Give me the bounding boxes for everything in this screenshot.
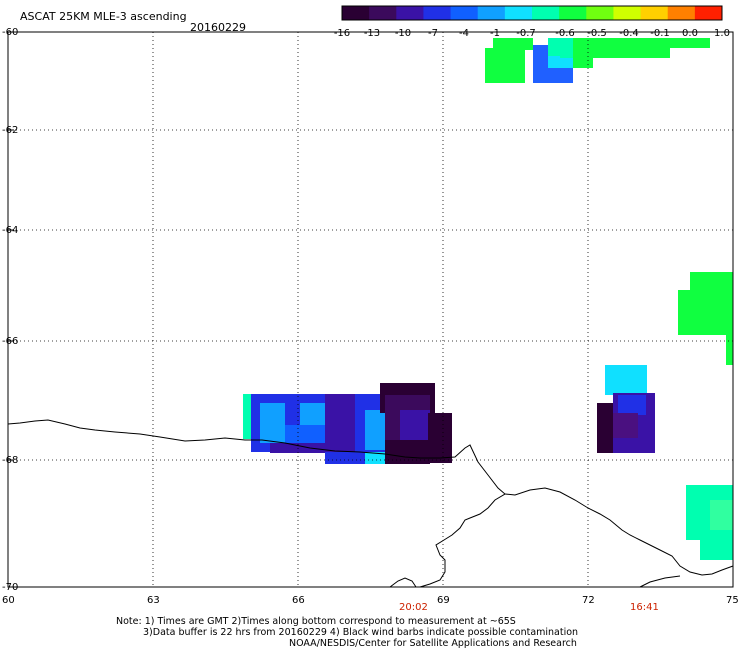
y-tick-label: -66: [2, 336, 18, 347]
colorbar-label: -4: [459, 28, 469, 39]
antarctic-coastline: [7, 419, 506, 588]
cell: [243, 394, 253, 439]
colorbar-segment: [396, 6, 424, 20]
cell: [618, 395, 646, 415]
y-tick-label: -62: [2, 125, 18, 136]
cell: [613, 413, 638, 438]
axis-ticks: [8, 31, 14, 588]
cell: [710, 500, 733, 530]
colorbar-label: -0.7: [516, 28, 536, 39]
colorbar-segment: [477, 6, 506, 20]
note-line-3: NOAA/NESDIS/Center for Satellite Applica…: [289, 638, 577, 649]
map-title: ASCAT 25KM MLE-3 ascending: [20, 10, 187, 23]
colorbar-label: -13: [364, 28, 380, 39]
cell: [493, 38, 533, 50]
pass-time-label: 16:41: [630, 602, 659, 613]
x-tick-label: 72: [582, 595, 595, 606]
colorbar-segment: [450, 6, 479, 20]
cell: [260, 403, 285, 443]
cell: [533, 45, 548, 83]
mle-data-cells: [243, 38, 733, 560]
cell: [548, 38, 563, 56]
cell: [325, 394, 355, 452]
colorbar-segment: [532, 6, 560, 20]
colorbar-segment: [667, 6, 696, 20]
colorbar-segment: [342, 6, 370, 20]
cell: [400, 410, 430, 440]
colorbar: -16 -13 -10 -7 -4 -1 -0.7 -0.6 -0.5 -0.4 -0.1 0.0 1.…: [334, 5, 730, 39]
cell: [660, 38, 710, 48]
cell: [365, 452, 385, 464]
colorbar-segment: [586, 6, 614, 20]
cell: [590, 38, 670, 58]
colorbar-label: -0.6: [555, 28, 575, 39]
colorbar-segment: [369, 6, 397, 20]
cell: [270, 443, 325, 453]
colorbar-segment: [694, 6, 723, 20]
x-tick-label: 69: [437, 595, 450, 606]
colorbar-label: -0.5: [587, 28, 607, 39]
y-tick-label: -64: [2, 225, 18, 236]
colorbar-label: -0.4: [619, 28, 639, 39]
cell: [726, 335, 733, 365]
colorbar-label: -10: [395, 28, 411, 39]
colorbar-label: 1.0: [714, 28, 730, 39]
lat-lon-grid: [8, 32, 733, 587]
colorbar-label: -7: [428, 28, 438, 39]
cell: [485, 48, 525, 83]
y-tick-label: -60: [2, 27, 18, 38]
cell: [605, 365, 647, 395]
y-tick-label: -70: [2, 582, 18, 593]
colorbar-segment: [640, 6, 669, 20]
map-frame: [7, 31, 734, 588]
cell: [700, 540, 733, 560]
x-tick-label: 63: [147, 595, 160, 606]
colorbar-label: 0.0: [682, 28, 698, 39]
cell: [285, 425, 325, 445]
cell: [690, 272, 733, 292]
cell: [428, 413, 452, 463]
colorbar-segment: [559, 6, 587, 20]
colorbar-border: [341, 5, 723, 21]
colorbar-label: -0.1: [650, 28, 670, 39]
colorbar-label: -16: [334, 28, 350, 39]
x-tick-label: 66: [292, 595, 305, 606]
cell: [365, 410, 385, 450]
colorbar-label: -1: [490, 28, 500, 39]
map-date: 20160229: [190, 21, 246, 34]
colorbar-segment: [504, 6, 533, 20]
note-line-1: Note: 1) Times are GMT 2)Times along bot…: [116, 616, 516, 627]
pass-time-label: 20:02: [399, 602, 428, 613]
cell: [385, 440, 430, 464]
colorbar-segment: [613, 6, 642, 20]
note-line-2: 3)Data buffer is 22 hrs from 20160229 4)…: [143, 627, 578, 638]
y-tick-label: -68: [2, 455, 18, 466]
colorbar-segment: [423, 6, 452, 20]
x-tick-label: 60: [2, 595, 15, 606]
cell: [678, 290, 733, 335]
x-tick-label: 75: [726, 595, 739, 606]
